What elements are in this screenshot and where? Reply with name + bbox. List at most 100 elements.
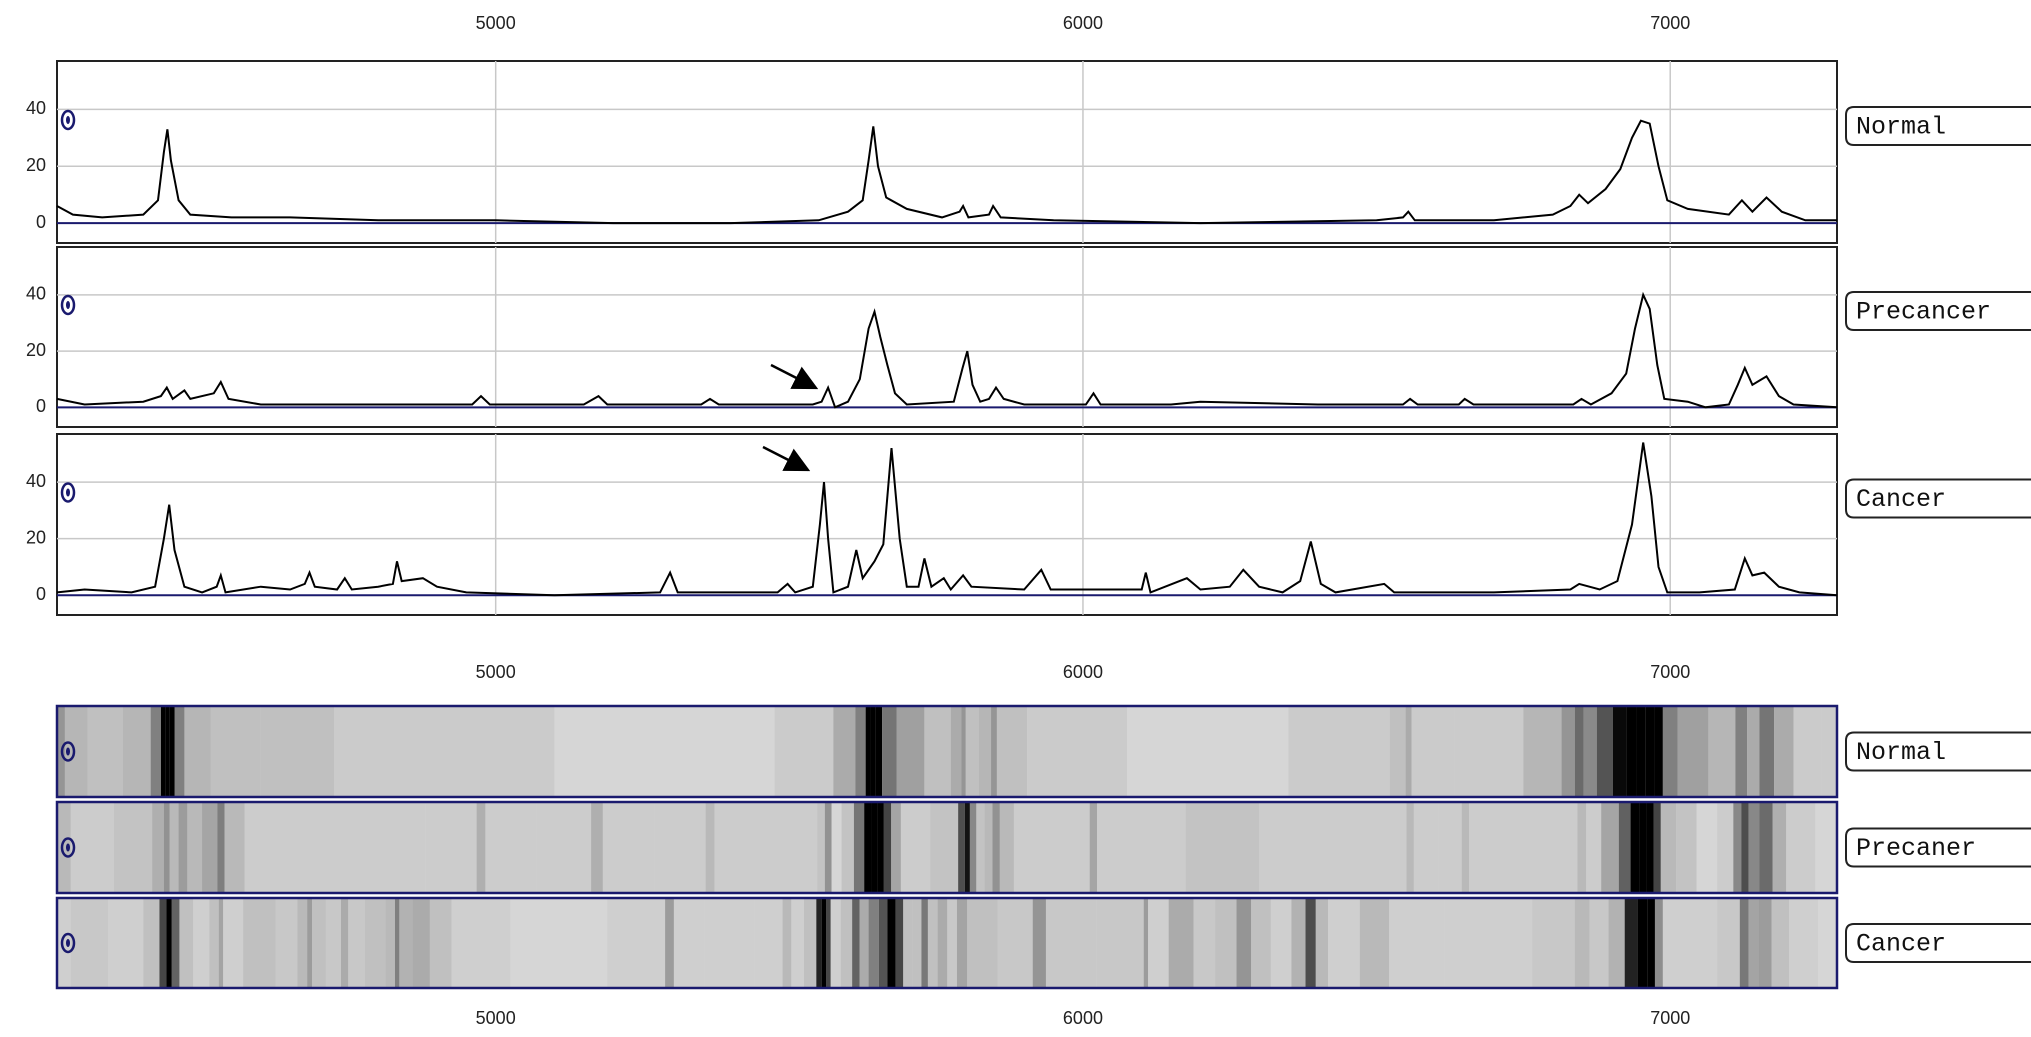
gel-band: [399, 898, 413, 988]
gel-band: [895, 898, 904, 988]
gel-band: [1772, 802, 1787, 893]
gel-band: [1185, 802, 1260, 893]
gel-band: [864, 802, 872, 893]
gel-band: [883, 802, 892, 893]
gel-band: [217, 802, 225, 893]
spectrum-line: [56, 291, 1838, 409]
gel-band: [996, 706, 1028, 797]
gel-band: [1676, 802, 1697, 893]
gel-band: [1583, 706, 1597, 797]
gel-band: [64, 706, 88, 797]
gel-band: [714, 802, 766, 893]
gel-frame: [55, 800, 1839, 895]
gel-band: [882, 706, 897, 797]
gel-band: [964, 802, 970, 893]
gel-band: [429, 898, 452, 988]
gel-band: [791, 898, 805, 988]
gel-band: [999, 802, 1014, 893]
gel-band: [956, 898, 968, 988]
gel-band: [1630, 802, 1640, 893]
gel-band: [1027, 706, 1127, 797]
y-tick-label: 0: [36, 212, 46, 232]
gel-band: [143, 898, 160, 988]
gel-band: [57, 802, 71, 893]
gel-band: [765, 802, 818, 893]
gel-band: [218, 898, 224, 988]
gel-band: [903, 898, 913, 988]
gel-band: [1717, 802, 1734, 893]
x-tick-label: 7000: [1650, 13, 1690, 33]
gel-band: [891, 802, 901, 893]
gel-band: [1717, 898, 1740, 988]
y-tick-label: 20: [26, 527, 46, 547]
gel-band: [1469, 802, 1524, 893]
y-tick-label: 40: [26, 471, 46, 491]
gel-band: [1032, 898, 1046, 988]
gel-band: [1747, 706, 1760, 797]
gel-band: [868, 898, 879, 988]
gel-band: [1126, 706, 1289, 797]
gel-band: [202, 802, 218, 893]
gel-band: [169, 802, 179, 893]
gel-band: [1662, 706, 1678, 797]
gel-band: [1405, 706, 1412, 797]
gel-band: [57, 898, 71, 988]
gel-band: [831, 802, 842, 893]
gel-band: [887, 898, 896, 988]
gel-band: [602, 802, 655, 893]
legend-label: Precancer: [1856, 298, 1991, 327]
gel-band: [1561, 706, 1575, 797]
gel-band: [671, 706, 775, 797]
icon: [66, 939, 70, 947]
gel-band: [1288, 706, 1390, 797]
gel-band: [991, 706, 997, 797]
gel-band: [924, 706, 951, 797]
gel-band: [1168, 898, 1194, 988]
gel-band: [782, 898, 792, 988]
gel-band: [900, 802, 931, 893]
gel-band: [1653, 802, 1661, 893]
gel-band: [412, 898, 430, 988]
legend-label: Normal: [1856, 738, 1946, 767]
gel-band: [1774, 706, 1794, 797]
gel-band: [976, 802, 985, 893]
gel-band: [1654, 898, 1663, 988]
gel-band: [1636, 706, 1646, 797]
gel-band: [178, 802, 188, 893]
gel-band: [1677, 706, 1709, 797]
gel-band: [307, 898, 313, 988]
gel-band: [859, 898, 869, 988]
gel-band: [1759, 802, 1773, 893]
gel-band: [1215, 898, 1237, 988]
gel-band: [223, 898, 244, 988]
gel-band: [485, 802, 537, 893]
gel-band: [334, 706, 437, 797]
gel-band: [1759, 706, 1775, 797]
gel-band: [1315, 898, 1329, 988]
gel-band: [1645, 706, 1655, 797]
y-tick-label: 20: [26, 340, 46, 360]
icon: [60, 482, 76, 503]
gel-band: [840, 898, 853, 988]
y-tick-label: 40: [26, 98, 46, 118]
gel-band: [510, 898, 608, 988]
gel-band: [852, 898, 860, 988]
gel-band: [108, 898, 144, 988]
gel-band: [436, 706, 555, 797]
y-tick-label: 20: [26, 155, 46, 175]
gel-band: [394, 898, 400, 988]
gel-band: [1359, 898, 1390, 988]
legend-box: [1845, 106, 2031, 146]
gel-band: [1696, 802, 1718, 893]
gel-band: [385, 898, 395, 988]
gel-band: [870, 706, 876, 797]
gel-band: [1411, 706, 1455, 797]
gel-band: [1096, 898, 1144, 988]
gel-band: [1733, 802, 1742, 893]
legend-label: Cancer: [1856, 930, 1946, 959]
gel-band: [841, 802, 854, 893]
gel-band: [654, 802, 706, 893]
gel-band: [1618, 802, 1631, 893]
